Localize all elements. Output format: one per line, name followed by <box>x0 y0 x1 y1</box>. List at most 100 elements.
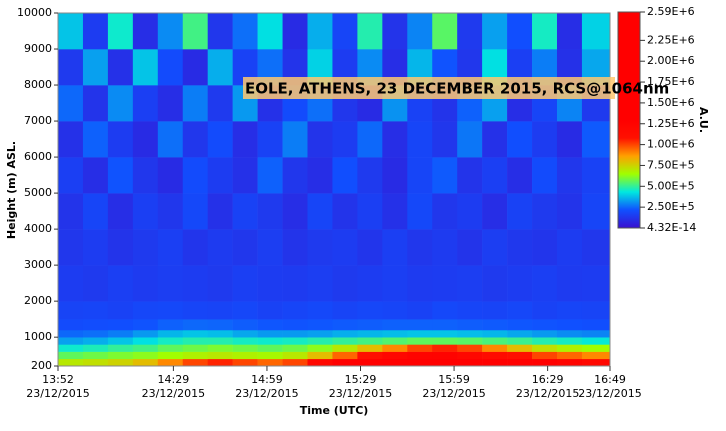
heatmap-cell <box>332 13 358 50</box>
y-tick-label: 5000 <box>24 186 52 199</box>
heatmap-cell <box>532 344 558 352</box>
y-tick-label: 3000 <box>24 258 52 271</box>
heatmap-cell <box>182 301 208 320</box>
heatmap-cell <box>257 157 283 194</box>
heatmap-cell <box>581 193 611 230</box>
heatmap-cell <box>82 85 109 122</box>
heatmap-cell <box>157 301 184 320</box>
heatmap-cell <box>207 358 233 367</box>
heatmap-cell <box>432 13 458 50</box>
heatmap-cell <box>157 85 184 122</box>
heatmap-cell <box>357 157 383 194</box>
heatmap-cell <box>58 329 84 338</box>
heatmap-cell <box>482 157 508 194</box>
heatmap-cell <box>58 13 84 50</box>
colorbar-tick-label: 2.00E+6 <box>647 54 695 67</box>
heatmap-cell <box>432 265 458 302</box>
heatmap-cell <box>581 351 611 360</box>
heatmap-cell <box>357 193 383 230</box>
heatmap-cell <box>82 301 109 320</box>
colorbar-tick-label: 1.75E+6 <box>647 75 695 88</box>
heatmap-cell <box>532 193 558 230</box>
colorbar-tick-label: 2.59E+6 <box>647 5 695 18</box>
heatmap-cell <box>332 229 358 266</box>
heatmap-cell <box>556 265 583 302</box>
y-tick-label: 1000 <box>24 330 52 343</box>
heatmap-cell <box>307 13 333 50</box>
heatmap-cell <box>332 157 358 194</box>
heatmap-cell <box>457 157 483 194</box>
heatmap-cell <box>58 319 84 331</box>
heatmap-cell <box>357 344 383 352</box>
heatmap-cell <box>257 121 283 158</box>
heatmap-cell <box>332 121 358 158</box>
heatmap-cell <box>157 49 184 86</box>
y-tick-label: 9000 <box>24 42 52 55</box>
heatmap-cell <box>257 358 283 367</box>
heatmap-cell <box>556 337 583 345</box>
heatmap-cell <box>182 358 208 367</box>
heatmap-cell <box>232 358 258 367</box>
heatmap-cell <box>282 351 308 360</box>
heatmap-cell <box>532 319 558 331</box>
x-tick-label: 15:59 <box>438 373 470 386</box>
heatmap-cell <box>157 229 184 266</box>
heatmap-cell <box>132 337 159 345</box>
heatmap-cell <box>357 301 383 320</box>
plot-frame <box>57 12 611 367</box>
colorbar-tick-label: 2.50E+5 <box>647 200 695 213</box>
heatmap-cell <box>457 121 483 158</box>
heatmap-cell <box>207 193 233 230</box>
heatmap-cell <box>157 337 184 345</box>
heatmap-cell <box>58 85 84 122</box>
heatmap-cell <box>207 85 233 122</box>
y-tick-label: 6000 <box>24 150 52 163</box>
heatmap-cell <box>207 301 233 320</box>
y-tick-label: 7000 <box>24 114 52 127</box>
heatmap-cell <box>182 265 208 302</box>
heatmap-cell <box>107 329 134 338</box>
heatmap-cell <box>257 319 283 331</box>
heatmap-cell <box>382 351 408 360</box>
heatmap-cell <box>257 265 283 302</box>
heatmap-cell <box>407 301 433 320</box>
y-tick-label: 8000 <box>24 78 52 91</box>
heatmap-cell <box>307 329 333 338</box>
colorbar-tick-label: 5.00E+5 <box>647 179 695 192</box>
heatmap-cell <box>382 193 408 230</box>
colorbar <box>617 11 641 229</box>
heatmap-cell <box>407 121 433 158</box>
heatmap-cell <box>232 157 258 194</box>
heatmap-cell <box>232 301 258 320</box>
heatmap-cell <box>107 121 134 158</box>
heatmap-cell <box>457 265 483 302</box>
heatmap-cell <box>532 329 558 338</box>
heatmap-cell <box>482 329 508 338</box>
heatmap-cell <box>157 193 184 230</box>
heatmap-cell <box>332 329 358 338</box>
heatmap-cell <box>257 329 283 338</box>
heatmap <box>58 13 611 367</box>
heatmap-cell <box>507 319 533 331</box>
x-tick-label: 14:29 <box>158 373 190 386</box>
heatmap-cell <box>107 265 134 302</box>
heatmap-cell <box>182 121 208 158</box>
heatmap-cell <box>182 85 208 122</box>
x-tick-label: 16:29 <box>532 373 564 386</box>
heatmap-cell <box>581 329 611 338</box>
heatmap-cell <box>432 193 458 230</box>
heatmap-cell <box>58 265 84 302</box>
heatmap-cell <box>357 229 383 266</box>
heatmap-cell <box>357 358 383 367</box>
heatmap-cell <box>382 301 408 320</box>
heatmap-cell <box>581 344 611 352</box>
heatmap-cell <box>432 358 458 367</box>
heatmap-cell <box>556 344 583 352</box>
heatmap-cell <box>532 265 558 302</box>
heatmap-cell <box>482 319 508 331</box>
heatmap-cell <box>232 121 258 158</box>
heatmap-cell <box>307 121 333 158</box>
heatmap-cell <box>507 301 533 320</box>
heatmap-cell <box>132 265 159 302</box>
